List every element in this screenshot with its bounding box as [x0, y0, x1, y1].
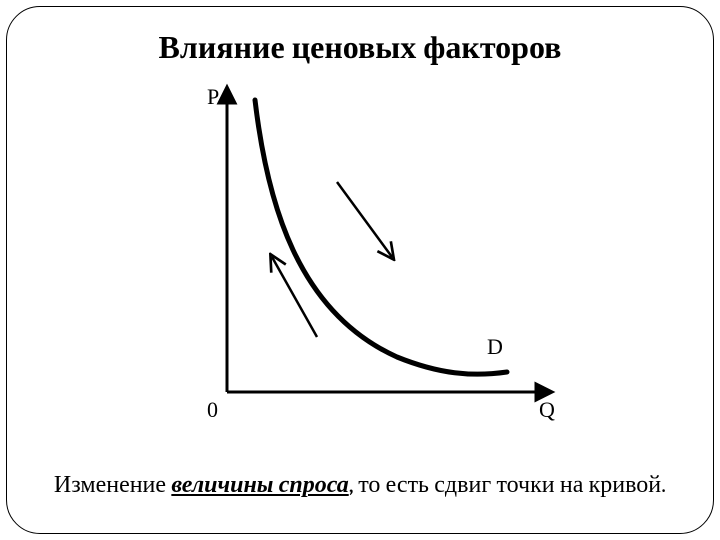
caption-pre: Изменение: [54, 470, 171, 498]
demand-chart-svg: P Q 0 D: [167, 82, 567, 442]
demand-chart: P Q 0 D: [167, 82, 567, 442]
d-label: D: [487, 334, 503, 359]
caption: Изменение величины спроса, то есть сдвиг…: [47, 469, 673, 499]
arrow-up-icon: [272, 257, 317, 337]
origin-label: 0: [207, 397, 218, 422]
demand-curve: [255, 100, 507, 374]
caption-emphasis: величины спроса: [171, 470, 348, 498]
x-axis-label: Q: [539, 397, 555, 422]
arrow-down-icon: [337, 182, 392, 257]
slide-frame: Влияние ценовых факторов P Q: [6, 6, 714, 534]
page-title: Влияние ценовых факторов: [7, 29, 713, 66]
caption-post: , то есть сдвиг точки на кривой.: [349, 470, 666, 498]
y-axis-label: P: [207, 84, 219, 109]
